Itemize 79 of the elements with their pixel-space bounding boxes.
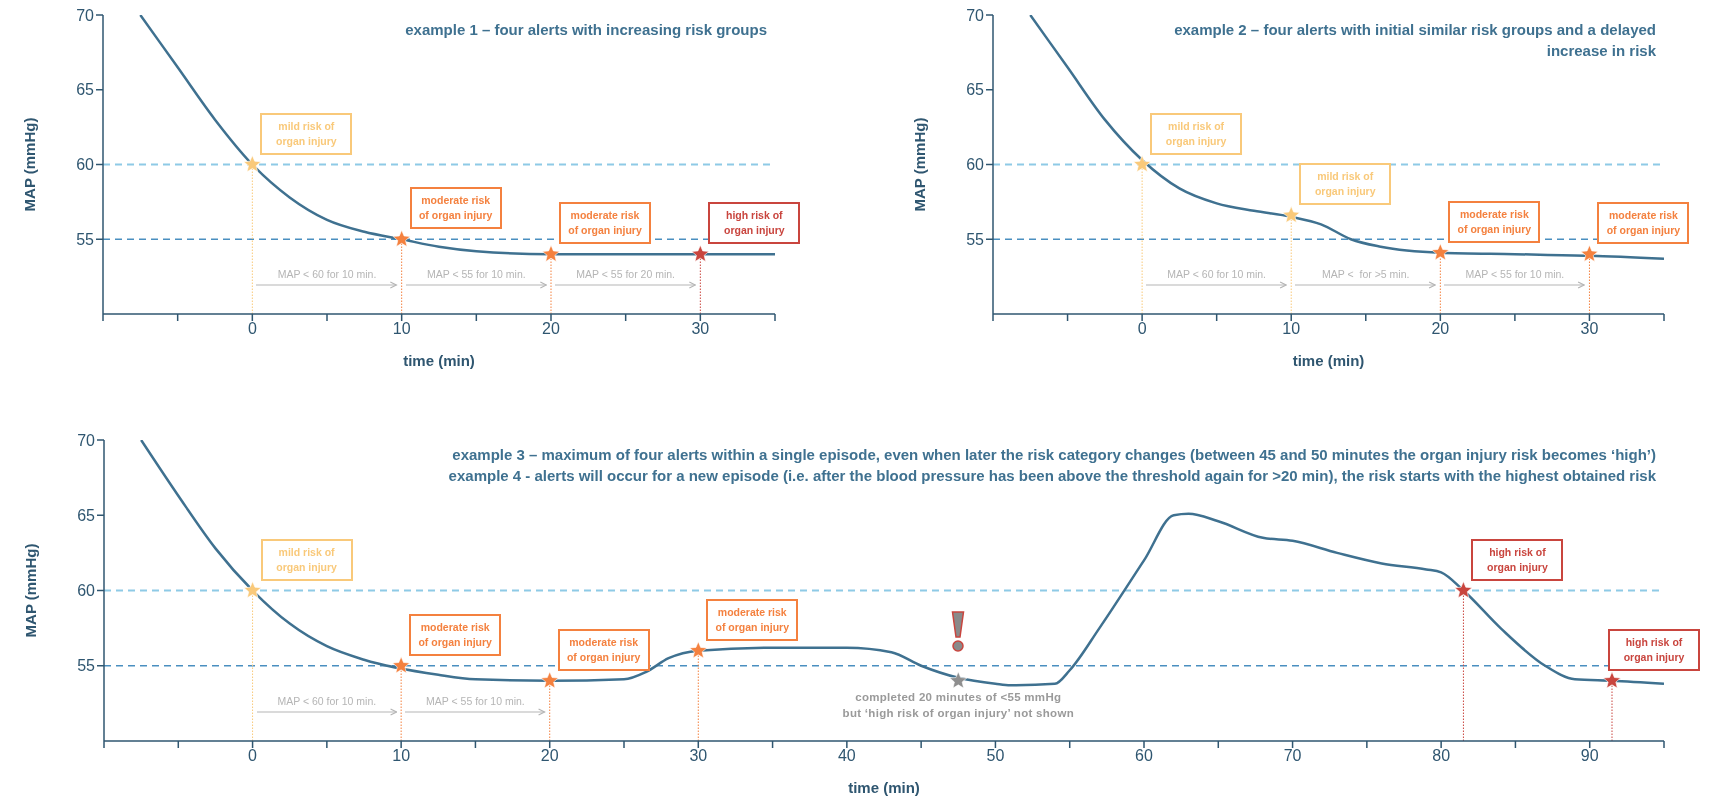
point (540, 671, 559, 689)
y-axis-title: MAP (mmHg) (21, 117, 39, 212)
annotation: mild risk of organ injury (1164, 118, 1228, 149)
point (392, 229, 411, 247)
x-tick-label: 0 (248, 747, 258, 765)
annotation: MAP < 60 for 10 min. (277, 268, 377, 280)
point (691, 244, 710, 262)
annotation: high risk of organ injury (1622, 634, 1686, 665)
annotation: MAP < 55 for 10 min. (426, 268, 526, 280)
x-tick-label: 50 (986, 747, 1005, 765)
annotation: completed 20 minutes of <55 mmHg (855, 690, 1062, 703)
annotation: moderate risk of organ injury (565, 634, 642, 665)
annotation: MAP < for >5 min. (1322, 268, 1410, 280)
x-tick-label: 0 (247, 320, 257, 338)
annotation: mild risk of organ injury (1313, 169, 1377, 200)
x-tick-label: 30 (689, 747, 708, 765)
annotation: MAP < 55 for 10 min. (1465, 268, 1565, 280)
x-axis-title: time (min) (1292, 352, 1365, 369)
x-tick-label: 60 (1135, 747, 1153, 765)
annotation: MAP < 60 for 10 min. (277, 695, 377, 707)
y-tick-label: 55 (77, 657, 96, 675)
x-tick-label: 20 (1431, 320, 1450, 338)
y-tick-label: 65 (966, 81, 985, 99)
y-axis-title: MAP (mmHg) (22, 543, 40, 638)
annotation: moderate risk of organ injury (1456, 206, 1533, 237)
x-tick-label: 20 (540, 747, 559, 765)
annotation: moderate risk of organ injury (567, 208, 643, 239)
x-tick-label: 70 (1283, 747, 1302, 765)
x-tick-label: 90 (1580, 747, 1599, 765)
point (1580, 244, 1599, 262)
point (689, 641, 708, 659)
x-tick-label: 30 (1580, 320, 1599, 338)
y-tick-label: 70 (966, 6, 985, 24)
x-axis-title: time (min) (403, 352, 475, 369)
x-tick-label: 10 (1282, 320, 1301, 338)
point (542, 244, 560, 262)
x-tick-label: 0 (1137, 320, 1147, 338)
y-tick-label: 65 (77, 506, 96, 524)
point (1431, 243, 1450, 261)
annotation: moderate risk of organ injury (714, 604, 791, 635)
text: example 2 – four alerts with initial similar risk groups and a delayed increase in risk (1173, 20, 1656, 61)
point (243, 581, 262, 599)
y-tick-label: 65 (76, 81, 95, 99)
annotation: moderate risk of organ injury (1605, 208, 1682, 239)
chart-title: example 1 – four alerts with increasing risk groups (405, 20, 767, 40)
annotation: high risk of organ injury (723, 208, 786, 239)
point (392, 656, 410, 674)
y-tick-label: 55 (76, 230, 95, 248)
chart-title: example 3 – maximum of four alerts within a single episode, even when later the risk category changes (between 45 and 50 minutes the organ injury risk becomes ‘high’) (451, 445, 1656, 465)
x-tick-label: 10 (392, 747, 411, 765)
point (243, 155, 262, 173)
annotation: MAP < 55 for 20 min. (576, 268, 676, 280)
x-axis-title: time (min) (848, 779, 920, 796)
x-tick-label: 20 (542, 320, 560, 338)
annotation: mild risk of organ injury (275, 544, 338, 575)
y-tick-label: 70 (76, 6, 95, 24)
point (1133, 155, 1151, 173)
point (949, 671, 968, 689)
point (1603, 671, 1621, 689)
annotation: MAP < 55 for 10 min. (426, 695, 525, 707)
y-tick-label: 60 (77, 582, 96, 600)
y-tick-label: 55 (966, 230, 985, 248)
x-tick-label: 80 (1432, 747, 1451, 765)
y-tick-label: 70 (77, 431, 96, 449)
annotation: but ‘high risk of organ injury’ not shown (842, 706, 1074, 719)
y-axis-title: MAP (mmHg) (911, 117, 929, 212)
point (1454, 581, 1473, 599)
point (1282, 206, 1301, 223)
annotation: mild risk of organ injury (275, 118, 338, 149)
x-tick-label: 30 (691, 320, 710, 338)
x-tick-label: 40 (837, 747, 856, 765)
y-tick-label: 60 (966, 156, 985, 174)
annotation: moderate risk of organ injury (417, 619, 493, 650)
text: example 4 - alerts will occur for a new episode (i.e. after the blood pressure has been above the threshold again for >20 min), the risk starts with the highest obtained risk (448, 466, 1656, 486)
x-tick-label: 10 (392, 320, 411, 338)
annotation: MAP < 60 for 10 min. (1167, 268, 1267, 280)
annotation: moderate risk of organ injury (417, 193, 494, 224)
y-tick-label: 60 (76, 156, 95, 174)
annotation: high risk of organ injury (1486, 544, 1549, 575)
